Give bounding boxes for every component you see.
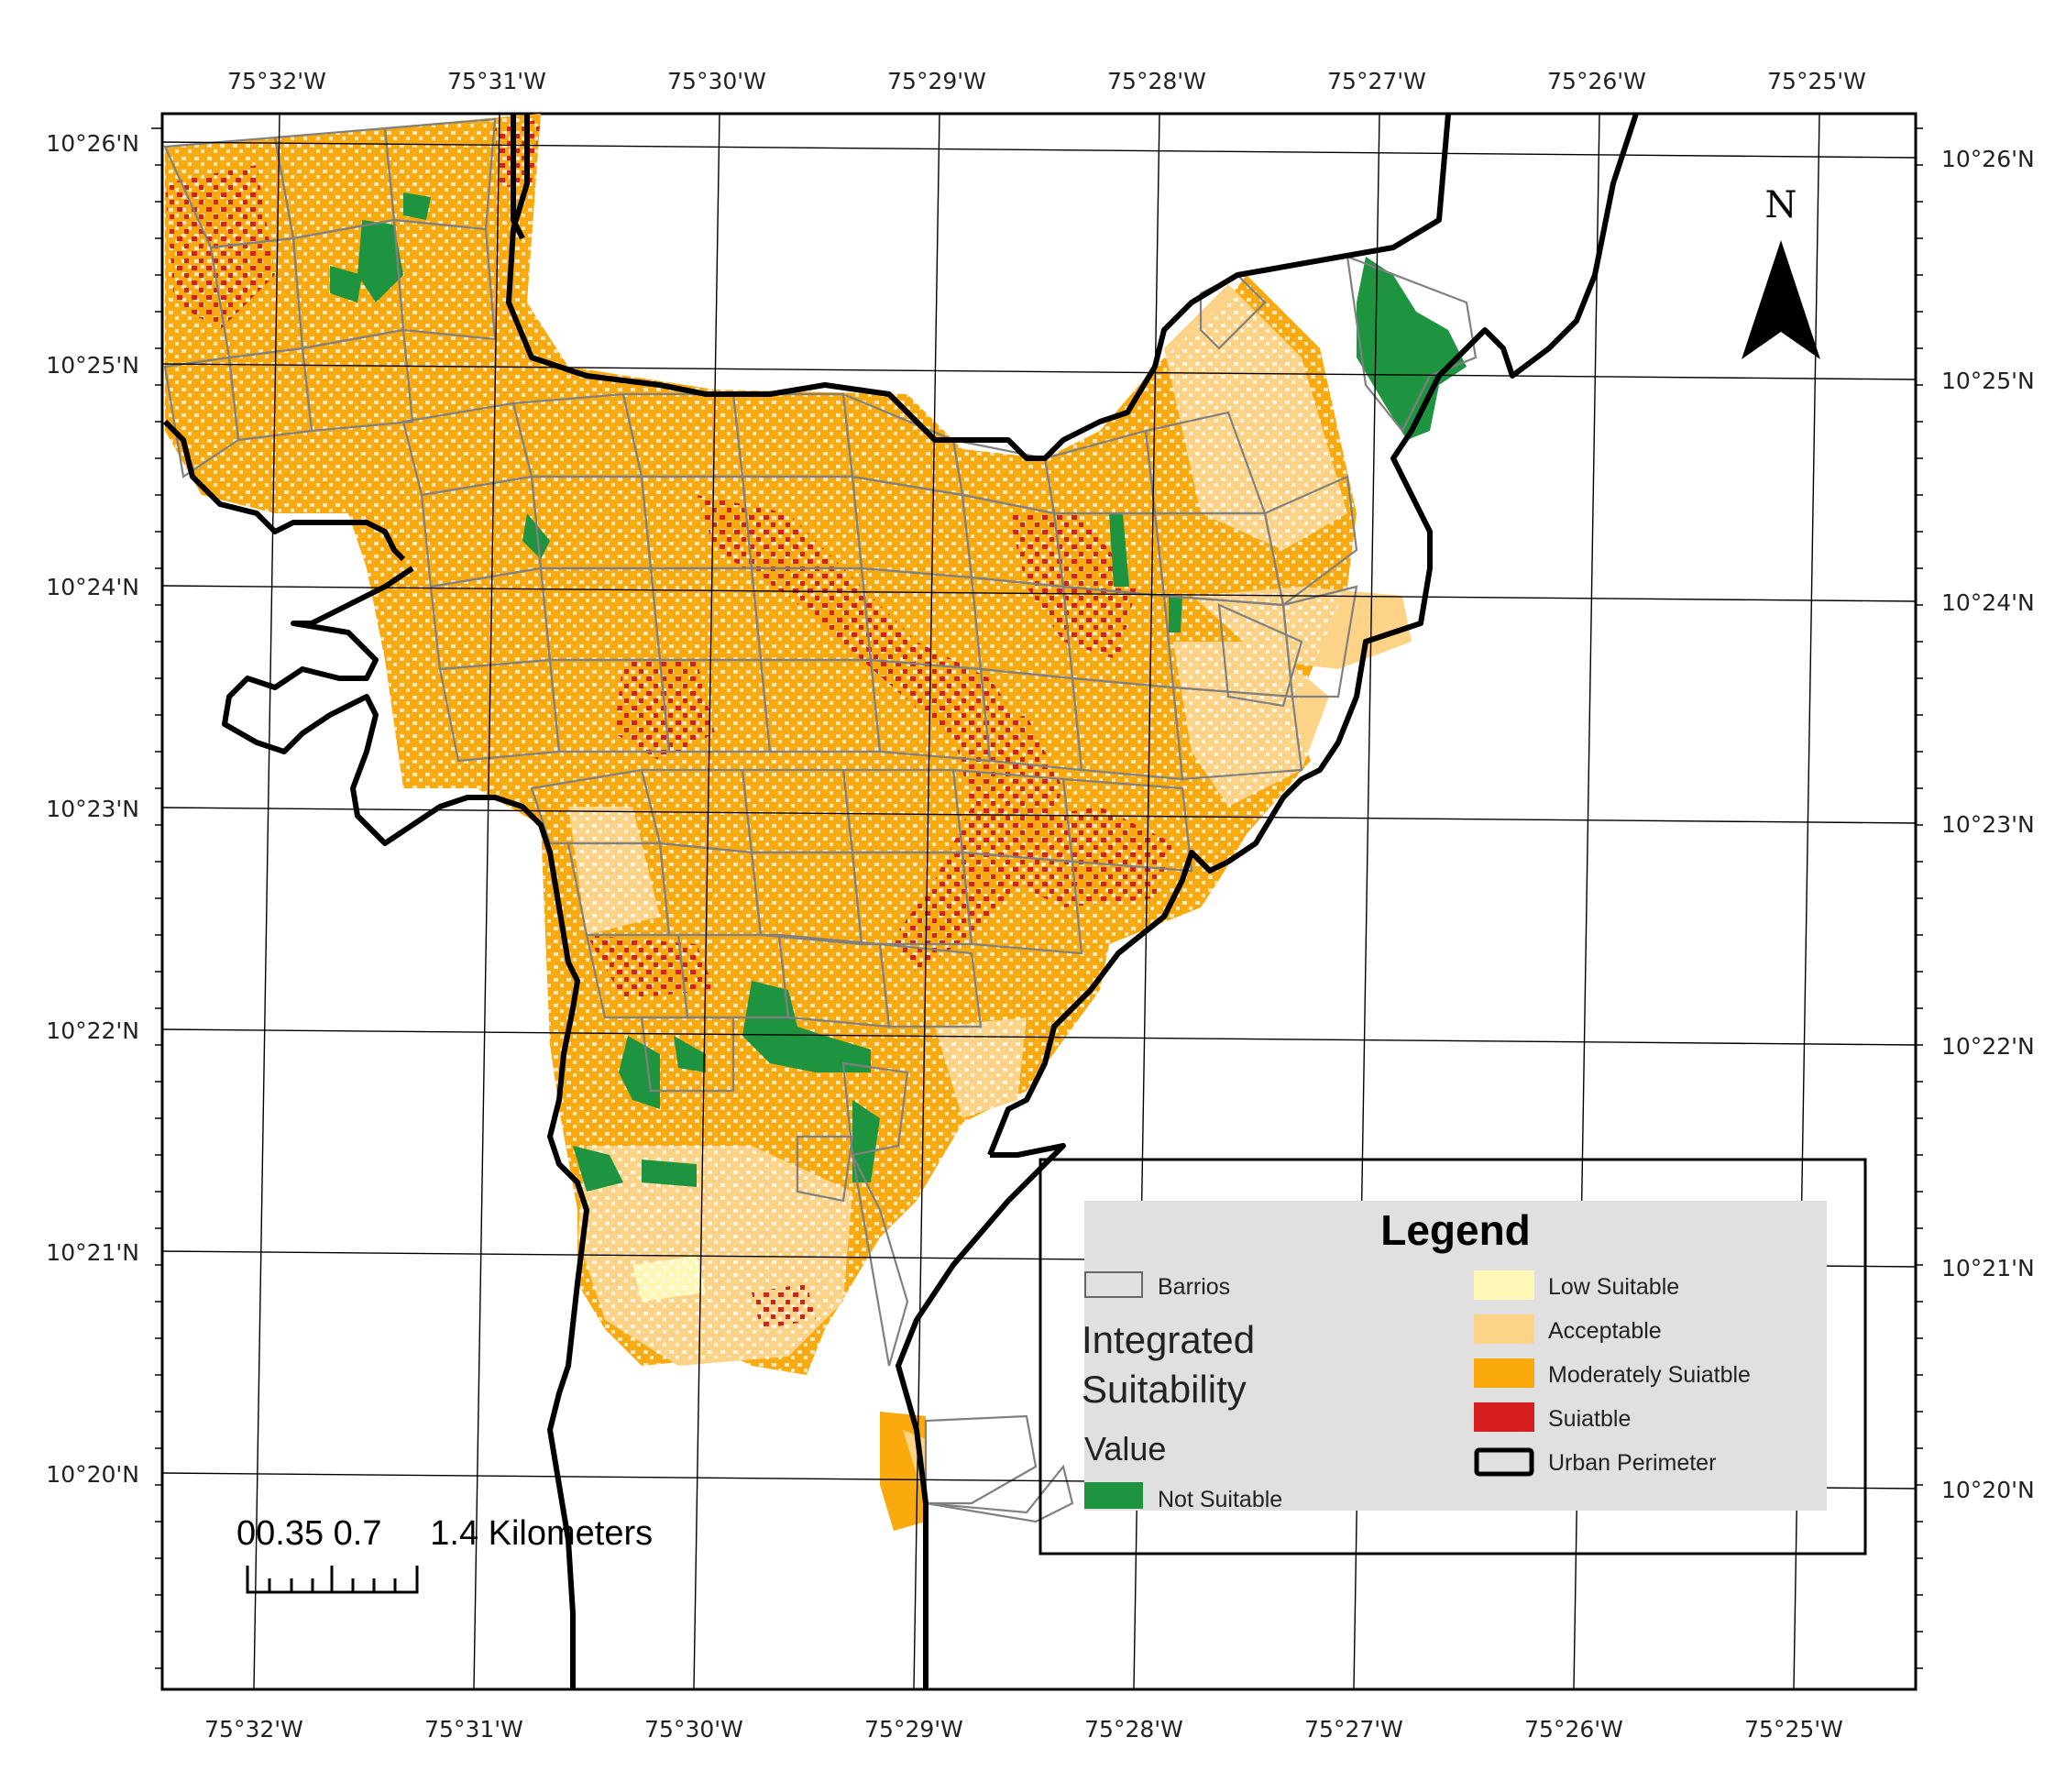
suitable-label: Suiatble: [1548, 1406, 1631, 1432]
urban-perimeter-swatch: [1474, 1447, 1534, 1477]
urban-perimeter: [162, 114, 1639, 1689]
right-lat-label: 10°20'N: [1941, 1477, 2035, 1503]
top-lon-label: 75°27'W: [1327, 68, 1426, 94]
left-lat-label: 10°25'N: [46, 352, 139, 379]
legend-title: Legend: [1380, 1206, 1531, 1254]
top-lon-label: 75°25'W: [1767, 68, 1866, 94]
top-lon-label: 75°31'W: [447, 68, 546, 94]
top-lon-label: 75°30'W: [667, 68, 766, 94]
scale-bar-line: [246, 1566, 419, 1594]
suitable-swatch: [1474, 1402, 1534, 1432]
bottom-lon-label: 75°27'W: [1304, 1716, 1403, 1743]
left-lat-label: 10°20'N: [46, 1461, 139, 1488]
bottom-longitude-labels: 75°32'W 75°31'W 75°30'W 75°29'W 75°28'W …: [204, 1716, 1843, 1743]
scale-bar: 00.35 0.7 1.4 Kilometers: [236, 1514, 653, 1594]
suitability-raster: [165, 114, 1467, 1531]
left-latitude-labels: 10°26'N 10°25'N 10°24'N 10°23'N 10°22'N …: [46, 130, 139, 1488]
north-arrow: N: [1742, 184, 1820, 359]
acceptable-label: Acceptable: [1548, 1318, 1662, 1344]
top-lon-label: 75°28'W: [1107, 68, 1206, 94]
bottom-lon-label: 75°29'W: [864, 1716, 963, 1743]
top-lon-label: 75°29'W: [887, 68, 986, 94]
not-suitable-label: Not Suitable: [1158, 1487, 1282, 1512]
low-suitable-label: Low Suitable: [1548, 1274, 1679, 1300]
value-label: Value: [1084, 1430, 1166, 1468]
right-lat-label: 10°24'N: [1941, 589, 2035, 616]
top-lon-label: 75°26'W: [1547, 68, 1646, 94]
urban-perimeter-label: Urban Perimeter: [1548, 1450, 1716, 1476]
not-suitable-swatch: [1084, 1482, 1143, 1509]
bottom-lon-label: 75°25'W: [1744, 1716, 1843, 1743]
right-lat-label: 10°21'N: [1941, 1255, 2035, 1281]
bottom-lon-label: 75°28'W: [1084, 1716, 1183, 1743]
frame-ticks: [151, 127, 1923, 1669]
barrios-layer: [163, 117, 1478, 1523]
legend-outer-frame: [1038, 1158, 1867, 1556]
low-suitable-swatch: [1474, 1270, 1534, 1300]
scale-bar-text: 00.35 0.7 1.4 Kilometers: [236, 1514, 653, 1553]
north-arrow-label: N: [1765, 184, 1797, 226]
left-lat-label: 10°22'N: [46, 1017, 139, 1044]
integrated-suitability-title-line1: Integrated: [1082, 1318, 1255, 1361]
top-longitude-labels: 75°32'W 75°31'W 75°30'W 75°29'W 75°28'W …: [227, 68, 1866, 94]
bottom-lon-label: 75°30'W: [644, 1716, 743, 1743]
left-lat-label: 10°23'N: [46, 796, 139, 822]
right-lat-label: 10°22'N: [1941, 1033, 2035, 1060]
legend: Legend Barrios Integrated Suitability Va…: [1038, 1158, 1867, 1556]
barrios-label: Barrios: [1158, 1274, 1230, 1300]
top-lon-label: 75°32'W: [227, 68, 326, 94]
right-lat-label: 10°25'N: [1941, 368, 2035, 394]
left-lat-label: 10°21'N: [46, 1239, 139, 1266]
integrated-suitability-title-line2: Suitability: [1082, 1368, 1247, 1411]
moderately-suitable-swatch: [1474, 1358, 1534, 1388]
legend-background: [1084, 1201, 1827, 1511]
left-lat-label: 10°24'N: [46, 574, 139, 600]
acceptable-swatch: [1474, 1314, 1534, 1344]
left-lat-label: 10°26'N: [46, 130, 139, 157]
graticule: [161, 113, 1917, 1690]
moderately-suitable-label: Moderately Suiatble: [1548, 1362, 1751, 1388]
bottom-lon-label: 75°32'W: [204, 1716, 303, 1743]
right-latitude-labels: 10°26'N 10°25'N 10°24'N 10°23'N 10°22'N …: [1941, 146, 2035, 1503]
right-lat-label: 10°26'N: [1941, 146, 2035, 172]
right-lat-label: 10°23'N: [1941, 811, 2035, 838]
north-arrow-icon: [1742, 240, 1820, 359]
bottom-lon-label: 75°31'W: [424, 1716, 523, 1743]
bottom-lon-label: 75°26'W: [1524, 1716, 1623, 1743]
barrios-swatch: [1084, 1271, 1143, 1298]
